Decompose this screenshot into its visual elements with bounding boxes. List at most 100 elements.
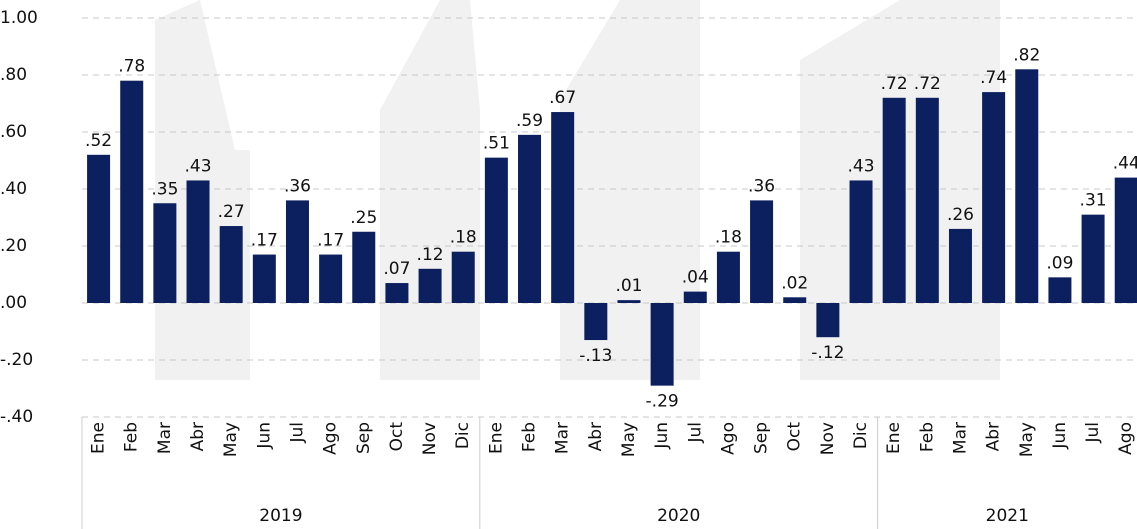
x-tick-label: Sep <box>752 422 772 454</box>
bar <box>716 251 740 303</box>
x-tick-label: Dic <box>453 422 473 449</box>
value-label: .59 <box>516 111 543 131</box>
value-label: .25 <box>350 208 377 228</box>
group-label: 2021 <box>986 506 1029 526</box>
x-tick-label: Ago <box>1116 422 1136 455</box>
bar <box>584 303 608 341</box>
bar <box>484 157 508 303</box>
x-tick-label: Feb <box>917 422 937 452</box>
value-label: .09 <box>1046 253 1073 273</box>
bar <box>948 228 972 303</box>
x-tick-label: May <box>221 422 241 457</box>
value-label: .36 <box>284 176 311 196</box>
value-label: .18 <box>450 228 477 248</box>
x-tick-label: May <box>619 422 639 457</box>
value-label: .31 <box>1080 191 1107 211</box>
watermark <box>155 0 1000 380</box>
value-label: .67 <box>549 88 576 108</box>
x-tick-label: Ene <box>89 422 109 454</box>
y-tick-label: .00 <box>0 293 27 313</box>
group-label: 2019 <box>259 506 302 526</box>
bar <box>186 180 210 303</box>
bar <box>285 200 309 303</box>
value-label: .72 <box>881 74 908 94</box>
bar <box>153 203 177 303</box>
value-label: .72 <box>914 74 941 94</box>
y-tick-label: -.40 <box>0 407 33 427</box>
bar <box>750 200 774 303</box>
value-label: .74 <box>980 68 1007 88</box>
value-label: .17 <box>251 231 278 251</box>
x-tick-label: Mar <box>155 422 175 454</box>
x-tick-label: Abr <box>586 422 606 451</box>
value-label: .82 <box>1013 45 1040 65</box>
value-label: .51 <box>483 134 510 154</box>
x-tick-label: Feb <box>520 422 540 452</box>
x-tick-label: Ene <box>884 422 904 454</box>
bar <box>1081 214 1105 303</box>
value-label: -.12 <box>811 343 844 363</box>
x-tick-label: May <box>1017 422 1037 457</box>
x-tick-label: Ago <box>321 422 341 455</box>
x-tick-label: Jun <box>254 422 274 450</box>
bar <box>219 226 243 303</box>
x-tick-label: Feb <box>122 422 142 452</box>
value-label: .36 <box>748 176 775 196</box>
x-tick-label: Jul <box>287 422 307 444</box>
value-label: .26 <box>947 205 974 225</box>
bar <box>683 291 707 303</box>
y-tick-label: .60 <box>0 122 27 142</box>
value-label: .43 <box>185 156 212 176</box>
bar <box>849 180 873 303</box>
x-tick-label: Abr <box>188 422 208 451</box>
x-tick-label: Jul <box>1083 422 1103 444</box>
value-label: .12 <box>417 245 444 265</box>
bar <box>518 134 542 303</box>
bar <box>418 268 442 303</box>
y-tick-label: .80 <box>0 65 27 85</box>
value-label: .27 <box>218 202 245 222</box>
bar <box>816 303 840 338</box>
bar <box>252 254 276 303</box>
x-tick-label: Oct <box>785 422 805 452</box>
value-label: .44 <box>1113 154 1137 174</box>
x-tick-label: Jun <box>1050 422 1070 450</box>
bar <box>1048 277 1072 303</box>
y-tick-label: .40 <box>0 179 27 199</box>
bar <box>120 80 144 303</box>
bar <box>1114 177 1137 303</box>
value-label: .78 <box>118 57 145 77</box>
value-label: .07 <box>383 259 410 279</box>
y-tick-label: .20 <box>0 236 27 256</box>
y-tick-label: 1.00 <box>0 8 38 28</box>
value-label: .43 <box>848 156 875 176</box>
bar <box>617 300 641 303</box>
x-tick-label: Jun <box>652 422 672 450</box>
x-tick-label: Mar <box>553 422 573 454</box>
bar <box>551 112 575 303</box>
bar <box>783 297 807 303</box>
group-label: 2020 <box>657 506 700 526</box>
x-tick-label: Nov <box>818 422 838 455</box>
y-tick-label: -.20 <box>0 350 33 370</box>
bar <box>319 254 343 303</box>
x-tick-label: Ago <box>718 422 738 455</box>
x-tick-label: Ene <box>486 422 506 454</box>
bar <box>982 92 1006 303</box>
value-label: .35 <box>151 179 178 199</box>
value-label: .52 <box>85 131 112 151</box>
x-tick-label: Jul <box>685 422 705 444</box>
x-tick-label: Nov <box>420 422 440 455</box>
x-tick-label: Abr <box>984 422 1004 451</box>
x-tick-label: Oct <box>387 422 407 452</box>
value-label: .01 <box>615 276 642 296</box>
bar <box>451 251 475 303</box>
value-label: .04 <box>682 268 709 288</box>
x-tick-label: Dic <box>851 422 871 449</box>
value-label: .02 <box>781 273 808 293</box>
bar <box>352 231 376 303</box>
x-tick-label: Sep <box>354 422 374 454</box>
value-label: .18 <box>715 228 742 248</box>
bar <box>650 303 674 386</box>
